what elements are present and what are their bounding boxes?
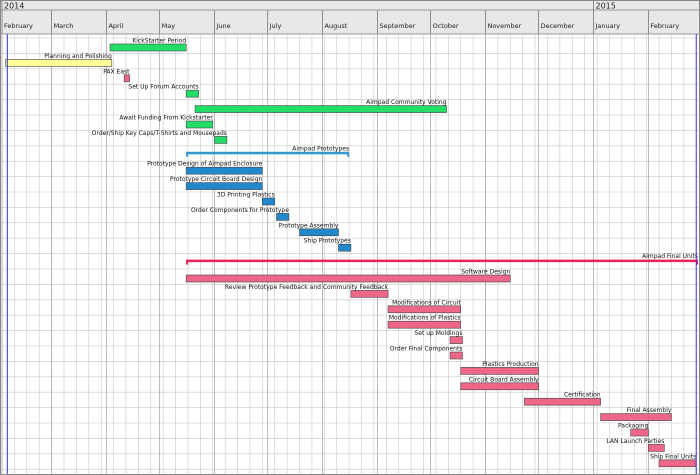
month-label: January — [595, 22, 621, 30]
task-label: Order Final Components — [390, 346, 463, 353]
summary-bar — [186, 259, 698, 263]
task-bar — [387, 320, 461, 329]
month-label: March — [54, 22, 74, 30]
task-label: Review Prototype Feedback and Community … — [225, 284, 389, 291]
timeline-header — [0, 0, 700, 34]
month-label: August — [325, 22, 348, 30]
month-label: February — [4, 22, 33, 30]
task-label: Order/Ship Key Caps/T-Shirts and Mousepa… — [92, 130, 227, 137]
month-label: November — [487, 22, 521, 30]
task-label: PAX East — [103, 68, 130, 75]
task-bar — [630, 428, 649, 437]
task-label: Prototype Assembly — [279, 222, 339, 229]
task-bar — [658, 459, 697, 468]
task-label: Certification — [564, 392, 601, 399]
task-label: Ship Prototypes — [304, 238, 351, 245]
task-bar — [109, 43, 187, 52]
task-bar — [449, 351, 463, 360]
task-label: Aimpad Prototypes — [292, 145, 349, 152]
task-bar — [262, 197, 276, 206]
task-label: Circuit Board Assembly — [469, 376, 539, 383]
task-bar — [185, 89, 199, 98]
task-bar — [185, 166, 263, 175]
task-label: 3D Printing Plastics — [217, 192, 275, 199]
task-label: Set up Moldings — [414, 330, 462, 337]
month-label: December — [541, 22, 575, 30]
month-label: July — [269, 22, 282, 30]
task-bar — [214, 136, 228, 144]
month-label: May — [162, 22, 176, 30]
task-bar — [460, 382, 539, 391]
task-bar — [194, 105, 447, 113]
task-label: KickStarter Period — [132, 38, 186, 45]
task-label: LAN Launch Parties — [606, 438, 664, 445]
task-bar — [338, 243, 352, 252]
summary-bracket-start — [186, 259, 189, 265]
task-bar — [185, 182, 263, 190]
task-bar — [5, 59, 113, 67]
summary-bar — [186, 151, 350, 155]
task-bar — [299, 228, 339, 237]
year-label: 2014 — [4, 2, 24, 11]
task-label: Planning and Polishing — [44, 53, 112, 60]
task-label: Packaging — [618, 423, 649, 430]
summary-bracket-end — [696, 259, 698, 265]
task-bar — [449, 336, 463, 344]
task-label: Order Components for Prototype — [191, 207, 289, 214]
month-label: October — [433, 22, 459, 30]
task-label: Ship Final Units — [650, 453, 696, 460]
task-bar — [123, 74, 130, 83]
task-bar — [185, 120, 214, 129]
task-label: Prototype Circuit Board Design — [170, 176, 263, 183]
task-bar — [276, 213, 290, 221]
task-label: Aimpad Final Units — [642, 253, 698, 260]
task-label: Software Design — [461, 269, 510, 276]
summary-bracket-start — [186, 151, 189, 157]
month-label: June — [216, 22, 231, 30]
task-bar — [600, 413, 672, 421]
task-label: Aimpad Community Voting — [366, 99, 447, 106]
year-label: 2015 — [596, 2, 616, 11]
month-label: February — [650, 22, 679, 30]
task-bar — [460, 367, 539, 375]
task-label: Set Up Forum Accounts — [128, 84, 198, 91]
task-label: Modifications of Plastics — [389, 315, 461, 322]
task-label: Prototype Design of Aimpad Enclosure — [147, 161, 262, 168]
task-bar — [648, 444, 665, 452]
task-bar — [387, 305, 461, 314]
task-bar — [185, 274, 511, 283]
task-label: Plastics Production — [482, 361, 539, 368]
task-label: Final Assembly — [627, 407, 672, 414]
task-label: Modifications of Circuit — [392, 299, 461, 306]
summary-bracket-end — [347, 151, 350, 157]
month-label: September — [379, 22, 415, 30]
task-bar — [350, 290, 389, 298]
task-bar — [524, 397, 601, 406]
task-label: Await Funding From Kickstarter — [119, 115, 213, 122]
month-label: April — [108, 22, 123, 30]
